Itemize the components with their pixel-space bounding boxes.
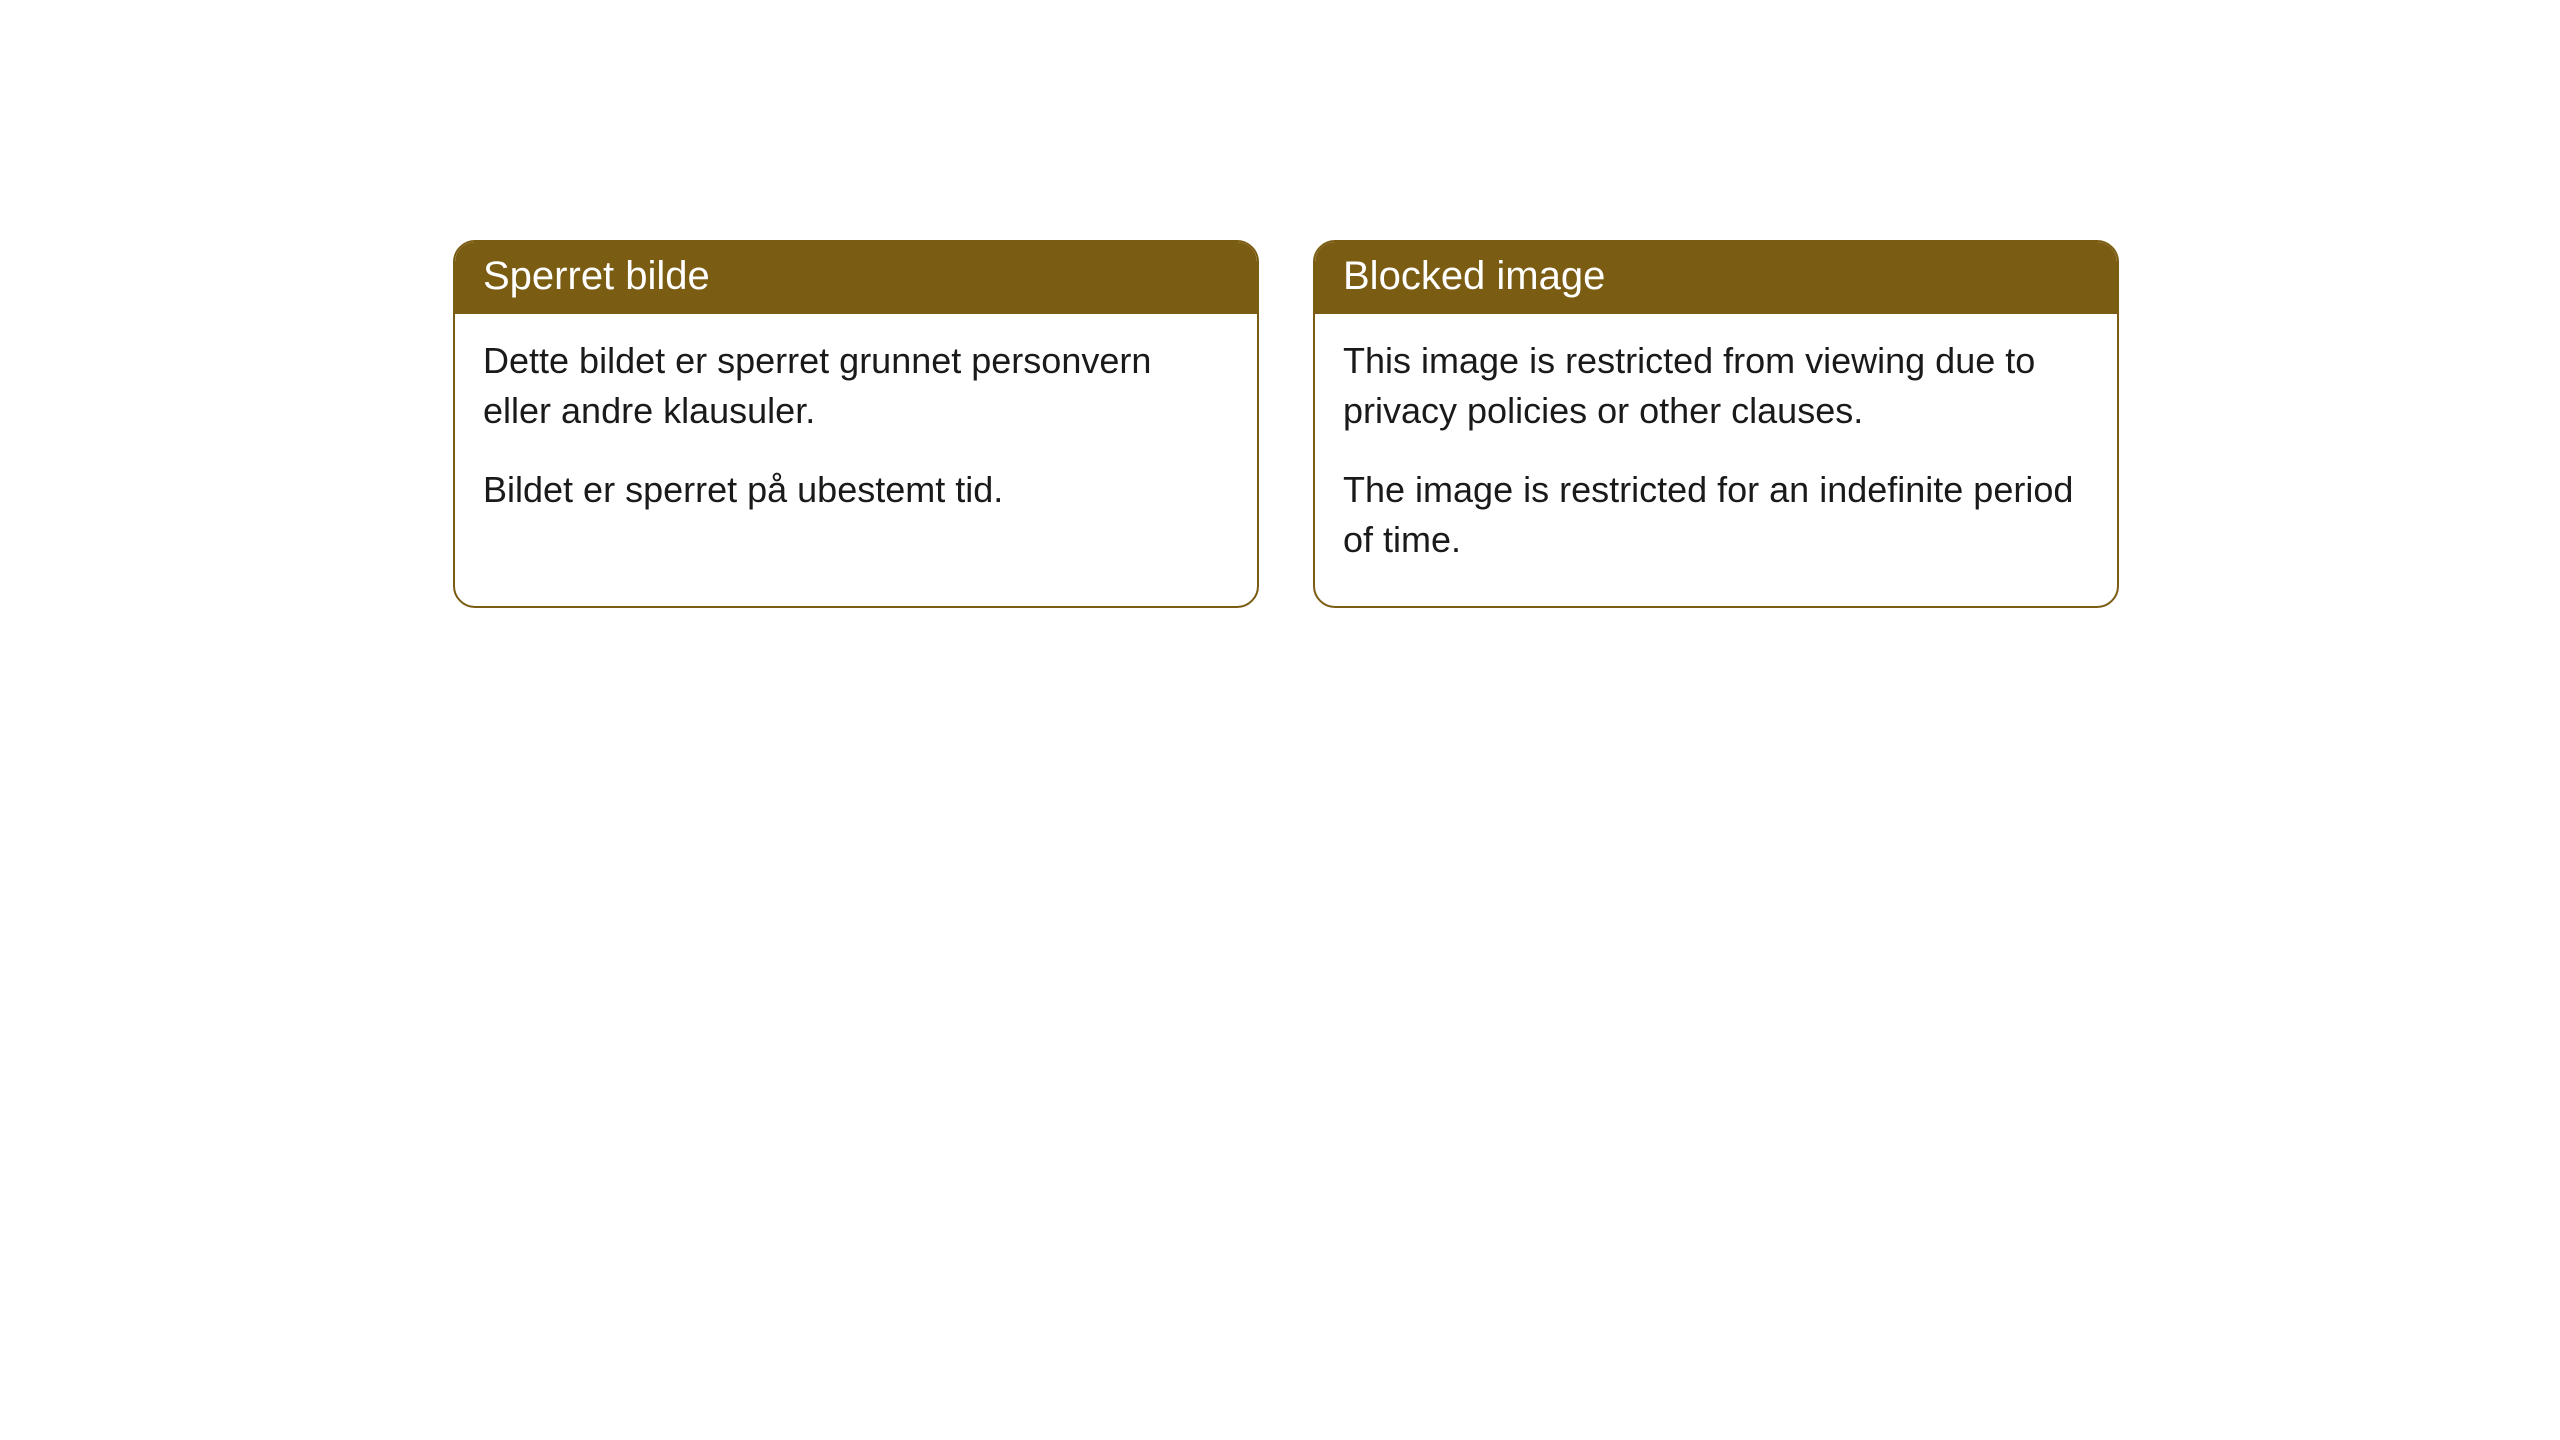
card-title: Blocked image [1315, 242, 2117, 314]
card-paragraph: Dette bildet er sperret grunnet personve… [483, 336, 1229, 437]
card-body: Dette bildet er sperret grunnet personve… [455, 314, 1257, 555]
notice-card-norwegian: Sperret bilde Dette bildet er sperret gr… [453, 240, 1259, 608]
card-paragraph: This image is restricted from viewing du… [1343, 336, 2089, 437]
card-paragraph: The image is restricted for an indefinit… [1343, 465, 2089, 566]
card-body: This image is restricted from viewing du… [1315, 314, 2117, 606]
notice-cards-container: Sperret bilde Dette bildet er sperret gr… [453, 240, 2119, 608]
card-paragraph: Bildet er sperret på ubestemt tid. [483, 465, 1229, 515]
card-title: Sperret bilde [455, 242, 1257, 314]
notice-card-english: Blocked image This image is restricted f… [1313, 240, 2119, 608]
